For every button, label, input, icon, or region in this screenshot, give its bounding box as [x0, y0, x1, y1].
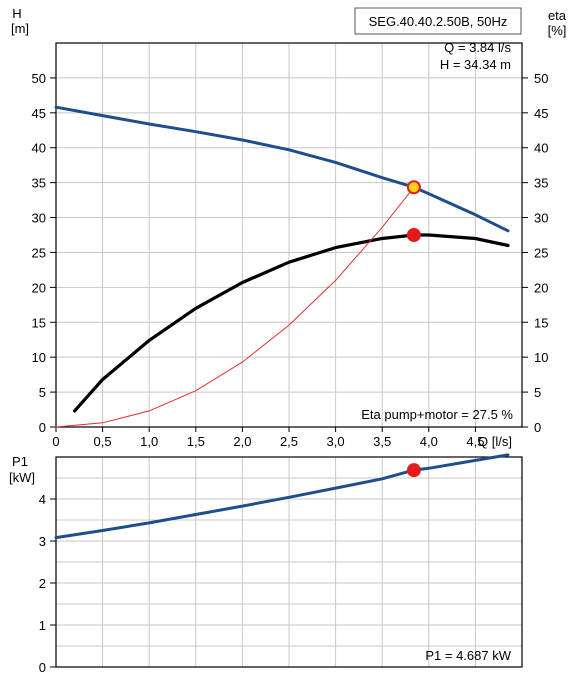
y-axis-label: P1	[12, 454, 28, 469]
head-curve	[54, 105, 510, 233]
power-operating-point	[406, 463, 421, 478]
y-tick-label-left: 35	[32, 176, 46, 191]
chart-title: SEG.40.40.2.50B, 50Hz	[369, 14, 508, 29]
x-axis-label: Q [l/s]	[478, 434, 512, 449]
power-annotation: P1 = 4.687 kW	[425, 648, 511, 663]
y-tick-label-right: 15	[534, 315, 548, 330]
y-tick-label-right: 20	[534, 280, 548, 295]
y-tick-label: 0	[39, 660, 46, 675]
y-axis-label-right-unit: [%]	[548, 23, 567, 38]
y-tick-label-left: 45	[32, 106, 46, 121]
x-tick-label: 4,5	[466, 434, 484, 449]
y-tick-label-left: 10	[32, 350, 46, 365]
y-tick-label: 1	[39, 618, 46, 633]
y-tick-label: 2	[39, 576, 46, 591]
x-tick-label: 0	[52, 434, 59, 449]
y-axis-label-unit: [kW]	[9, 470, 35, 485]
x-tick-label: 1,5	[187, 434, 205, 449]
efficiency-curve	[73, 233, 510, 413]
y-tick-label-right: 5	[534, 385, 541, 400]
y-tick-label-left: 5	[39, 385, 46, 400]
x-tick-label: 3,5	[373, 434, 391, 449]
x-tick-label: 4,0	[420, 434, 438, 449]
y-axis-label-left-unit: [m]	[11, 21, 29, 36]
y-tick-label-left: 0	[39, 420, 46, 435]
y-tick-label-right: 25	[534, 245, 548, 260]
system-curve	[55, 186, 415, 428]
x-tick-label: 0,5	[94, 434, 112, 449]
plot-frame	[55, 456, 523, 668]
y-axis-label-left: H	[12, 6, 21, 21]
y-tick-label-right: 30	[534, 211, 548, 226]
y-tick-label-left: 40	[32, 141, 46, 156]
power-curve	[54, 453, 510, 540]
x-tick-label: 2,5	[280, 434, 298, 449]
power-plot: 0 1 2 3 4 P1[kW] P1 = 4.687 kW	[9, 453, 523, 675]
y-tick-label-right: 10	[534, 350, 548, 365]
y-tick-label-left: 30	[32, 211, 46, 226]
head-operating-point	[406, 180, 421, 195]
efficiency-operating-point	[406, 228, 421, 242]
efficiency-annotation: Eta pump+motor = 27.5 %	[361, 407, 513, 422]
y-tick-label-left: 20	[32, 280, 46, 295]
x-tick-label: 2,0	[233, 434, 251, 449]
y-tick-label: 4	[39, 492, 46, 507]
y-tick-label: 3	[39, 534, 46, 549]
operating-flow-readout: Q = 3.84 l/s	[444, 40, 511, 55]
y-tick-label-left: 15	[32, 315, 46, 330]
y-tick-label-left: 50	[32, 71, 46, 86]
y-tick-label-right: 35	[534, 176, 548, 191]
y-tick-label-left: 25	[32, 245, 46, 260]
y-axis-label-right: eta	[548, 8, 567, 23]
y-tick-label-right: 40	[534, 141, 548, 156]
y-tick-label-right: 45	[534, 106, 548, 121]
y-tick-label-right: 0	[534, 420, 541, 435]
x-tick-label: 3,0	[327, 434, 345, 449]
y-tick-label-right: 50	[534, 71, 548, 86]
x-tick-label: 1,0	[140, 434, 158, 449]
operating-head-readout: H = 34.34 m	[440, 57, 511, 72]
title-box	[354, 7, 522, 35]
